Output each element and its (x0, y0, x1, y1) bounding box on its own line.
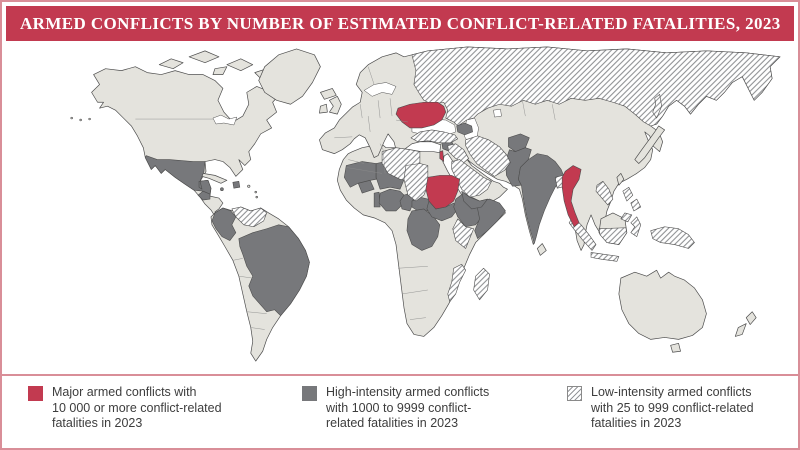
legend-label-line: related fatalities in 2023 (326, 416, 459, 430)
map-area (10, 41, 790, 371)
island-java-indonesia (590, 252, 620, 262)
country-kenya (452, 218, 474, 249)
country-japan (634, 125, 665, 164)
island-greenland (258, 48, 321, 105)
legend-label-line: Major armed conflicts with (52, 385, 197, 399)
region-caucasus (456, 122, 473, 136)
country-brazil (238, 224, 310, 316)
country-burkina-faso (357, 180, 375, 194)
chart-title: ARMED CONFLICTS BY NUMBER OF ESTIMATED C… (20, 13, 781, 33)
country-turkey (410, 129, 459, 144)
low-intensity-swatch (567, 386, 582, 401)
legend-label-line: with 25 to 999 conflict-related (591, 400, 754, 415)
legend-label-line: with 1000 to 9999 conflict- (326, 400, 472, 415)
legend-separator (2, 374, 798, 376)
island-puerto-rico (247, 184, 251, 188)
country-ukraine (395, 101, 447, 129)
country-new-zealand (734, 323, 747, 337)
country-madagascar (473, 267, 490, 301)
aral-sea (493, 108, 502, 118)
country-somalia (474, 198, 506, 239)
high-intensity-swatch (302, 386, 317, 401)
country-new-zealand (745, 311, 757, 325)
legend-label-line: Low-intensity armed conflicts (591, 385, 752, 399)
country-guatemala (197, 190, 211, 201)
country-philippines (622, 186, 634, 202)
baltic-sea (363, 82, 397, 97)
country-mexico (145, 155, 212, 195)
island-iceland (320, 88, 337, 100)
aleutian-island (70, 116, 73, 120)
legend-label-line: fatalities in 2023 (591, 416, 682, 430)
arctic-island (188, 50, 220, 64)
legend-label-low: Low-intensity armed conflicts with 25 to… (591, 385, 754, 432)
arctic-island (212, 66, 228, 75)
country-venezuela (231, 206, 267, 228)
island-borneo-indonesia (598, 227, 628, 245)
island-sulawesi-indonesia (630, 216, 642, 237)
country-myanmar (561, 165, 582, 228)
island-antilles (255, 195, 258, 199)
country-laos (595, 181, 614, 206)
country-philippines (630, 198, 642, 212)
country-haiti (232, 181, 241, 189)
region-israel-palestine (439, 150, 445, 162)
island-sakhalin (652, 94, 662, 119)
country-iran (465, 135, 511, 177)
island-ireland (319, 103, 328, 114)
arctic-island (158, 58, 184, 70)
legend-label-high: High-intensity armed conflicts with 1000… (326, 385, 489, 432)
island-great-britain (329, 95, 342, 115)
country-sudan (425, 175, 460, 210)
country-chad (403, 163, 429, 202)
country-yemen (461, 190, 488, 210)
country-russia (411, 46, 781, 127)
world-map (70, 46, 781, 362)
legend-item-high: High-intensity armed conflicts with 1000… (302, 385, 489, 432)
continent-north-america (70, 50, 282, 219)
country-iraq (447, 143, 469, 164)
legend-label-line: 10 000 or more conflict-related (52, 400, 222, 415)
country-india (518, 153, 566, 244)
interior-borders (232, 66, 556, 330)
legend-label-line: fatalities in 2023 (52, 416, 143, 430)
aleutian-island (88, 117, 91, 121)
major-conflict-layer (395, 101, 582, 228)
country-australia (618, 269, 707, 340)
island-sri-lanka (536, 243, 547, 256)
island-taiwan (616, 173, 625, 186)
major-conflict-swatch (28, 386, 43, 401)
country-jamaica (220, 187, 224, 191)
great-lakes (212, 114, 238, 126)
legend-label-major: Major armed conflicts with 10 000 or mor… (52, 385, 222, 432)
country-mozambique (447, 263, 466, 303)
island-tasmania (670, 342, 681, 353)
aleutian-island (79, 118, 82, 122)
island-antilles (254, 190, 257, 194)
arctic-island (226, 58, 254, 71)
low-intensity-layer (411, 46, 781, 127)
legend-item-low: Low-intensity armed conflicts with 25 to… (567, 385, 754, 432)
country-philippines (620, 212, 633, 223)
legend-item-major: Major armed conflicts with 10 000 or mor… (28, 385, 222, 432)
island-new-guinea (650, 226, 695, 249)
title-bar: ARMED CONFLICTS BY NUMBER OF ESTIMATED C… (6, 6, 794, 41)
country-colombia (211, 207, 237, 241)
landmass-north-america (91, 66, 282, 219)
legend-label-line: High-intensity armed conflicts (326, 385, 490, 399)
country-benin (373, 191, 381, 208)
legend: Major armed conflicts with 10 000 or mor… (2, 376, 798, 448)
